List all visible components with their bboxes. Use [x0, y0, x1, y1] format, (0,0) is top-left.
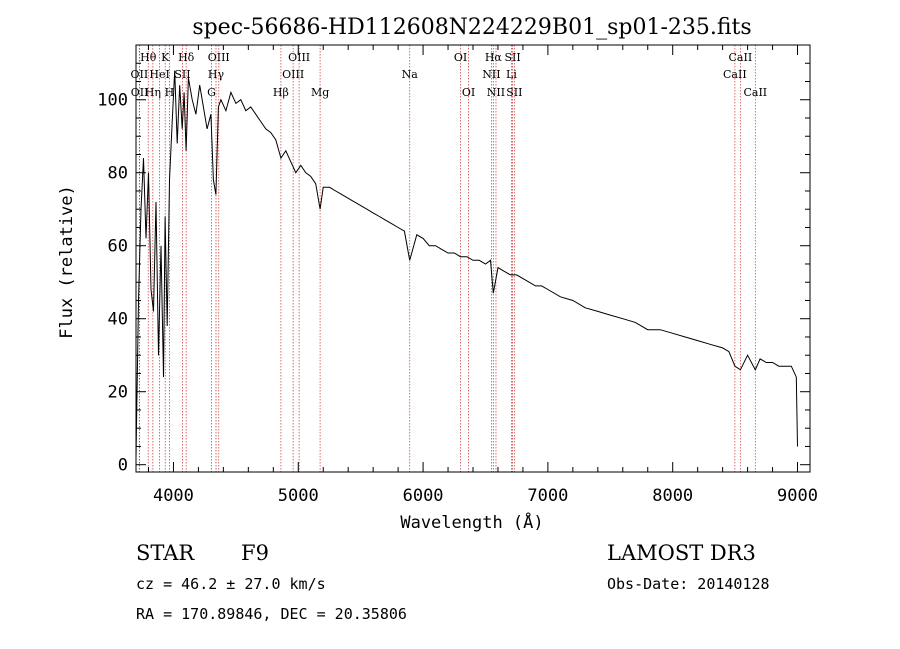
line-label-23: Li [506, 68, 517, 81]
y-axis-ticks: 0 20 40 60 80 100 [97, 62, 810, 476]
line-label-26: CaII [723, 68, 747, 81]
line-label-15: Mg [311, 86, 329, 99]
flux-series-line [135, 70, 798, 458]
y-tick-label-1: 20 [108, 383, 128, 403]
x-tick-label-3: 7000 [527, 486, 568, 506]
x-tick-label-1: 5000 [278, 486, 319, 506]
line-label-19: Hα [485, 51, 503, 64]
spectral-line-markers [138, 45, 756, 472]
line-label-10: Hγ [208, 68, 225, 81]
x-tick-label-2: 6000 [403, 486, 444, 506]
line-label-8: H [165, 86, 175, 99]
line-label-20: NII [482, 68, 500, 81]
y-axis-label: Flux (relative) [57, 185, 77, 339]
object-subclass: F9 [241, 541, 269, 565]
line-label-12: OIII [288, 51, 310, 64]
coordinates: RA = 170.89846, DEC = 20.35806 [136, 605, 407, 623]
y-tick-label-0: 0 [118, 456, 128, 476]
line-label-3: Hη [145, 86, 161, 99]
plot-frame [135, 44, 811, 473]
y-tick-label-2: 40 [108, 310, 128, 330]
line-label-0: Hθ [140, 51, 157, 64]
line-label-14: Hβ [273, 86, 289, 99]
x-tick-label-4: 8000 [652, 486, 693, 506]
line-label-25: CaII [729, 51, 753, 64]
line-label-2: OII [131, 86, 149, 99]
line-label-22: SII [504, 51, 520, 64]
line-label-5: HeI [149, 68, 169, 81]
line-label-9: OIII [208, 51, 230, 64]
line-label-1: OII [131, 68, 149, 81]
line-label-27: CaII [743, 86, 767, 99]
line-label-6: SII [174, 68, 190, 81]
object-class: STAR [136, 541, 195, 565]
x-axis-ticks: 4000 5000 6000 7000 8000 9000 [147, 45, 818, 506]
line-label-13: OIII [282, 68, 304, 81]
x-tick-label-5: 9000 [777, 486, 818, 506]
line-label-18: OI [462, 86, 475, 99]
chart-title: spec-56686-HD112608N224229B01_sp01-235.f… [192, 15, 751, 40]
line-label-7: Hδ [178, 51, 195, 64]
line-label-24: SII [506, 86, 522, 99]
obs-date: Obs-Date: 20140128 [607, 575, 770, 593]
line-label-11: G [207, 86, 216, 99]
line-label-4: K [161, 51, 170, 64]
line-label-16: Na [402, 68, 419, 81]
survey-name: LAMOST DR3 [607, 541, 756, 565]
line-label-17: OI [454, 51, 467, 64]
x-axis-label: Wavelength (Å) [400, 511, 543, 533]
redshift-readout: cz = 46.2 ± 27.0 km/s [136, 575, 326, 593]
y-tick-label-4: 80 [108, 164, 128, 184]
line-label-21: NII [487, 86, 505, 99]
y-tick-label-5: 100 [97, 91, 128, 111]
x-tick-label-0: 4000 [153, 486, 194, 506]
y-tick-label-3: 60 [108, 237, 128, 257]
